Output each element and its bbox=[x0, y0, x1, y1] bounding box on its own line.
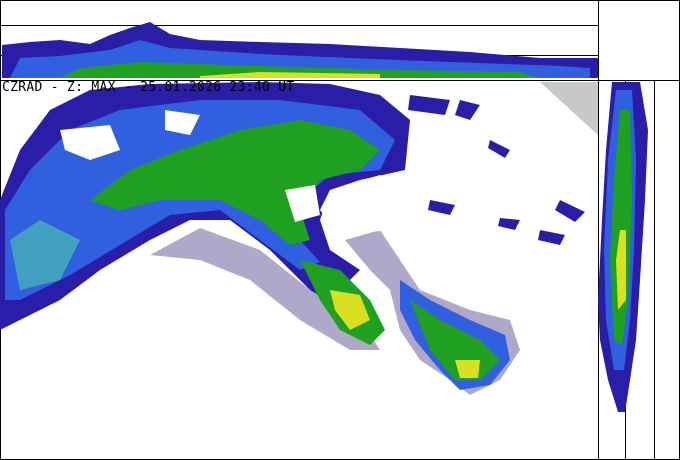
radar-title: CZRAD - Z: MAX - 25.01.2026 23:40 UT bbox=[2, 80, 295, 95]
top-cross-section-profile bbox=[2, 22, 598, 78]
no-coverage-mask bbox=[540, 82, 598, 135]
right-cross-section-profile bbox=[598, 82, 648, 412]
precipitation-echoes bbox=[0, 82, 585, 395]
